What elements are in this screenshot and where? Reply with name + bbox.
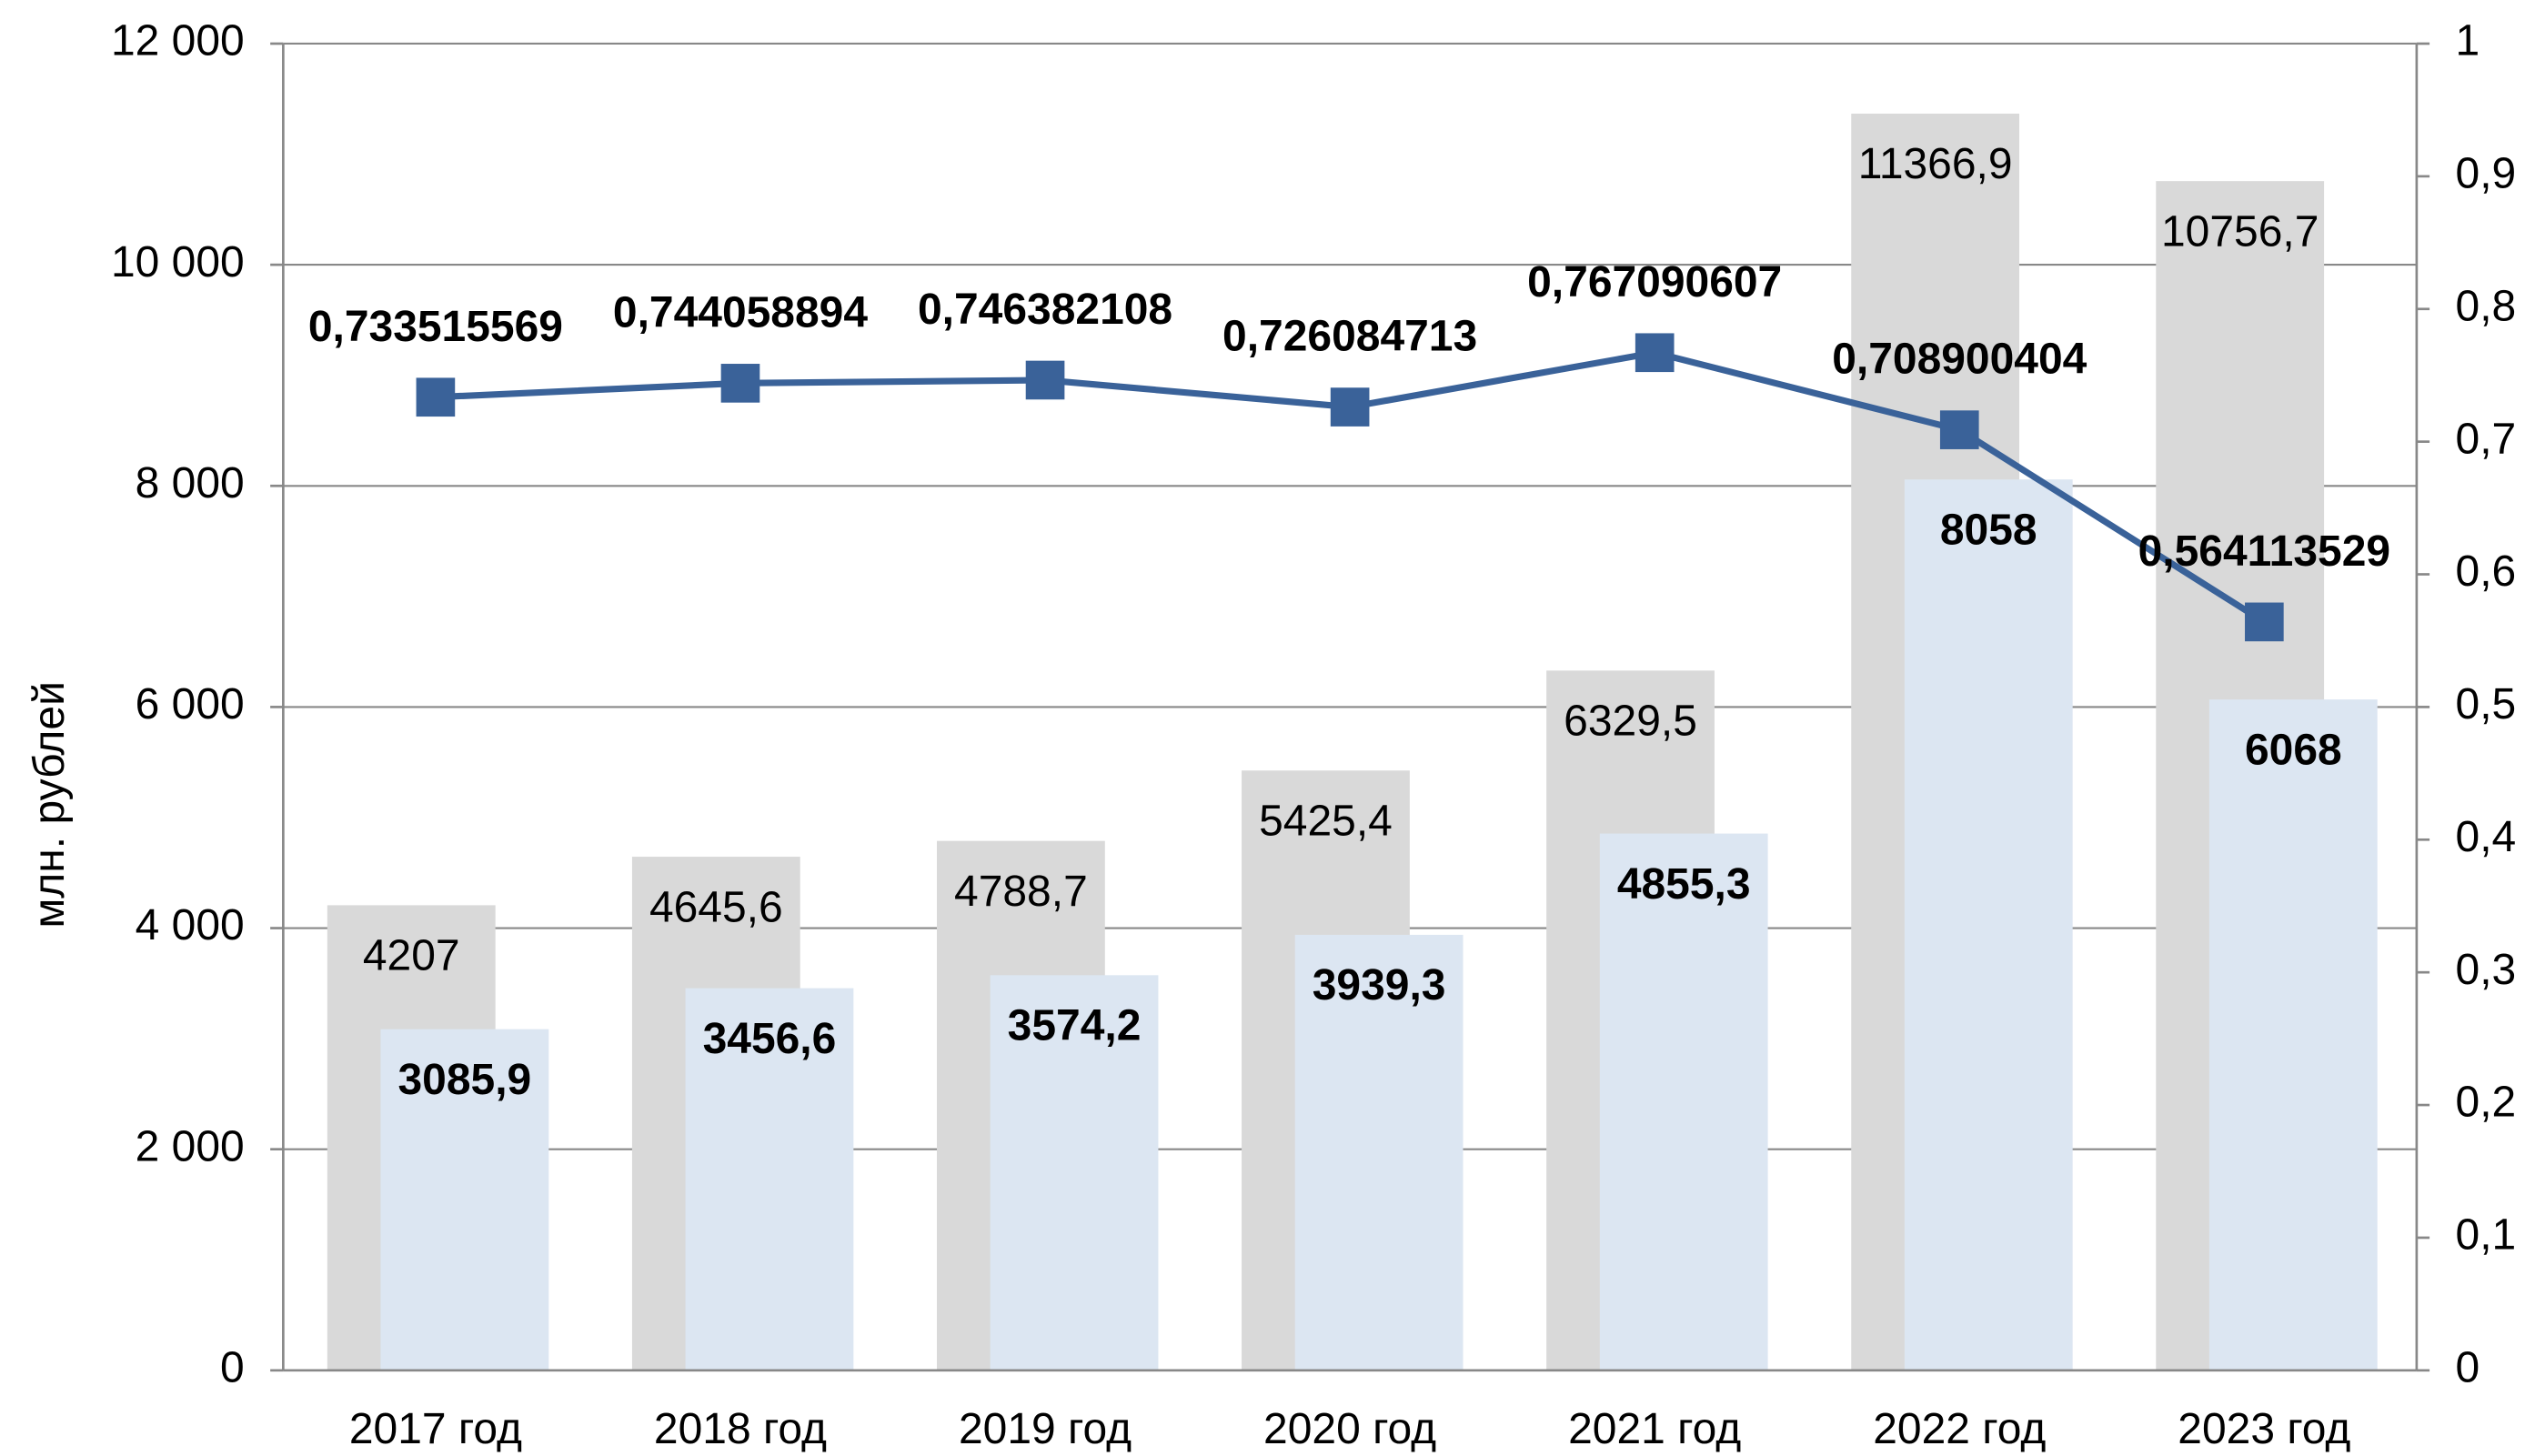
y-tick-label: 8 000 bbox=[136, 459, 245, 507]
marker bbox=[2245, 602, 2284, 642]
x-tick-label: 2017 год bbox=[349, 1405, 522, 1453]
data-label: 8058 bbox=[1940, 507, 2037, 555]
y2-tick-label: 0,7 bbox=[2456, 415, 2517, 463]
y-axis-label: млн. рублей bbox=[25, 681, 74, 929]
bar bbox=[2208, 699, 2378, 1371]
data-label: 6068 bbox=[2245, 726, 2342, 774]
y2-tick-label: 0,6 bbox=[2456, 547, 2517, 596]
bar bbox=[685, 988, 854, 1371]
bar bbox=[1294, 934, 1464, 1371]
data-label: 6329,5 bbox=[1564, 698, 1697, 746]
y2-tick-label: 0,2 bbox=[2456, 1079, 2517, 1127]
y2-tick-label: 0,3 bbox=[2456, 946, 2517, 994]
y-tick-label: 0 bbox=[220, 1343, 245, 1391]
x-tick-label: 2022 год bbox=[1873, 1405, 2046, 1453]
x-tick-label: 2018 год bbox=[654, 1405, 827, 1453]
data-label: 0,708900404 bbox=[1832, 336, 2087, 384]
y2-tick-label: 0,5 bbox=[2456, 680, 2517, 728]
y2-tick-label: 0,9 bbox=[2456, 150, 2517, 198]
data-label: 3939,3 bbox=[1313, 961, 1446, 1009]
bar bbox=[1599, 833, 1768, 1371]
y-tick-label: 4 000 bbox=[136, 901, 245, 949]
y2-tick-label: 0,8 bbox=[2456, 282, 2517, 330]
y2-tick-label: 0 bbox=[2456, 1343, 2480, 1391]
data-label: 10756,7 bbox=[2161, 207, 2319, 256]
data-label: 3085,9 bbox=[398, 1056, 532, 1104]
x-tick-label: 2021 год bbox=[1568, 1405, 1741, 1453]
data-label: 0,767090607 bbox=[1527, 258, 1782, 306]
data-label: 0,746382108 bbox=[918, 286, 1172, 334]
y2-tick-label: 1 bbox=[2456, 17, 2480, 65]
data-label: 0,564113529 bbox=[2138, 527, 2390, 576]
y-tick-label: 10 000 bbox=[111, 238, 245, 286]
marker bbox=[416, 377, 456, 417]
data-label: 0,726084713 bbox=[1222, 313, 1477, 361]
data-label: 4645,6 bbox=[649, 883, 783, 931]
data-label: 4207 bbox=[363, 932, 460, 980]
data-label: 11366,9 bbox=[1858, 140, 2013, 188]
marker bbox=[1635, 333, 1675, 373]
bar bbox=[990, 975, 1159, 1371]
marker bbox=[720, 364, 760, 403]
bar bbox=[380, 1029, 549, 1371]
data-label: 3574,2 bbox=[1008, 1002, 1142, 1050]
bar bbox=[1904, 479, 2073, 1371]
data-label: 4855,3 bbox=[1617, 860, 1751, 909]
data-label: 0,733515569 bbox=[308, 303, 563, 351]
data-label: 4788,7 bbox=[954, 868, 1088, 916]
marker bbox=[1330, 387, 1370, 427]
x-tick-label: 2020 год bbox=[1263, 1405, 1436, 1453]
data-label: 3456,6 bbox=[703, 1015, 837, 1063]
y-tick-label: 12 000 bbox=[111, 17, 245, 65]
y-tick-label: 6 000 bbox=[136, 680, 245, 728]
y-tick-label: 2 000 bbox=[136, 1122, 245, 1170]
data-label: 5425,4 bbox=[1259, 798, 1393, 846]
x-tick-label: 2023 год bbox=[2178, 1405, 2350, 1453]
y2-tick-label: 0,4 bbox=[2456, 813, 2517, 861]
data-label: 0,744058894 bbox=[613, 288, 868, 336]
y2-tick-label: 0,1 bbox=[2456, 1211, 2517, 1260]
x-tick-label: 2019 год bbox=[959, 1405, 1132, 1453]
marker bbox=[1939, 410, 1979, 449]
marker bbox=[1025, 360, 1065, 400]
